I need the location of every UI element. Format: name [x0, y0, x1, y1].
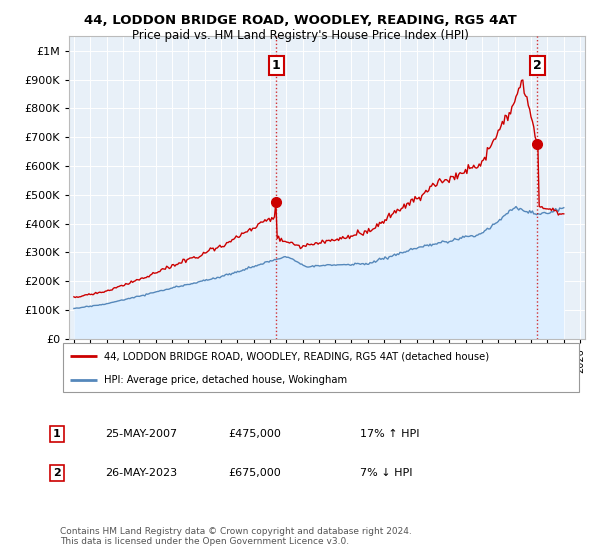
- Text: 26-MAY-2023: 26-MAY-2023: [105, 468, 177, 478]
- Text: Contains HM Land Registry data © Crown copyright and database right 2024.
This d: Contains HM Land Registry data © Crown c…: [60, 526, 412, 546]
- Text: 1: 1: [272, 59, 280, 72]
- Text: 7% ↓ HPI: 7% ↓ HPI: [360, 468, 413, 478]
- Text: 25-MAY-2007: 25-MAY-2007: [105, 429, 177, 439]
- Text: £675,000: £675,000: [228, 468, 281, 478]
- Text: Price paid vs. HM Land Registry's House Price Index (HPI): Price paid vs. HM Land Registry's House …: [131, 29, 469, 42]
- Text: 2: 2: [53, 468, 61, 478]
- Text: 2: 2: [533, 59, 542, 72]
- Text: 44, LODDON BRIDGE ROAD, WOODLEY, READING, RG5 4AT (detached house): 44, LODDON BRIDGE ROAD, WOODLEY, READING…: [104, 352, 490, 362]
- Text: 1: 1: [53, 429, 61, 439]
- FancyBboxPatch shape: [62, 343, 580, 392]
- Text: HPI: Average price, detached house, Wokingham: HPI: Average price, detached house, Woki…: [104, 375, 347, 385]
- Text: £475,000: £475,000: [228, 429, 281, 439]
- Text: 17% ↑ HPI: 17% ↑ HPI: [360, 429, 419, 439]
- Text: 44, LODDON BRIDGE ROAD, WOODLEY, READING, RG5 4AT: 44, LODDON BRIDGE ROAD, WOODLEY, READING…: [83, 14, 517, 27]
